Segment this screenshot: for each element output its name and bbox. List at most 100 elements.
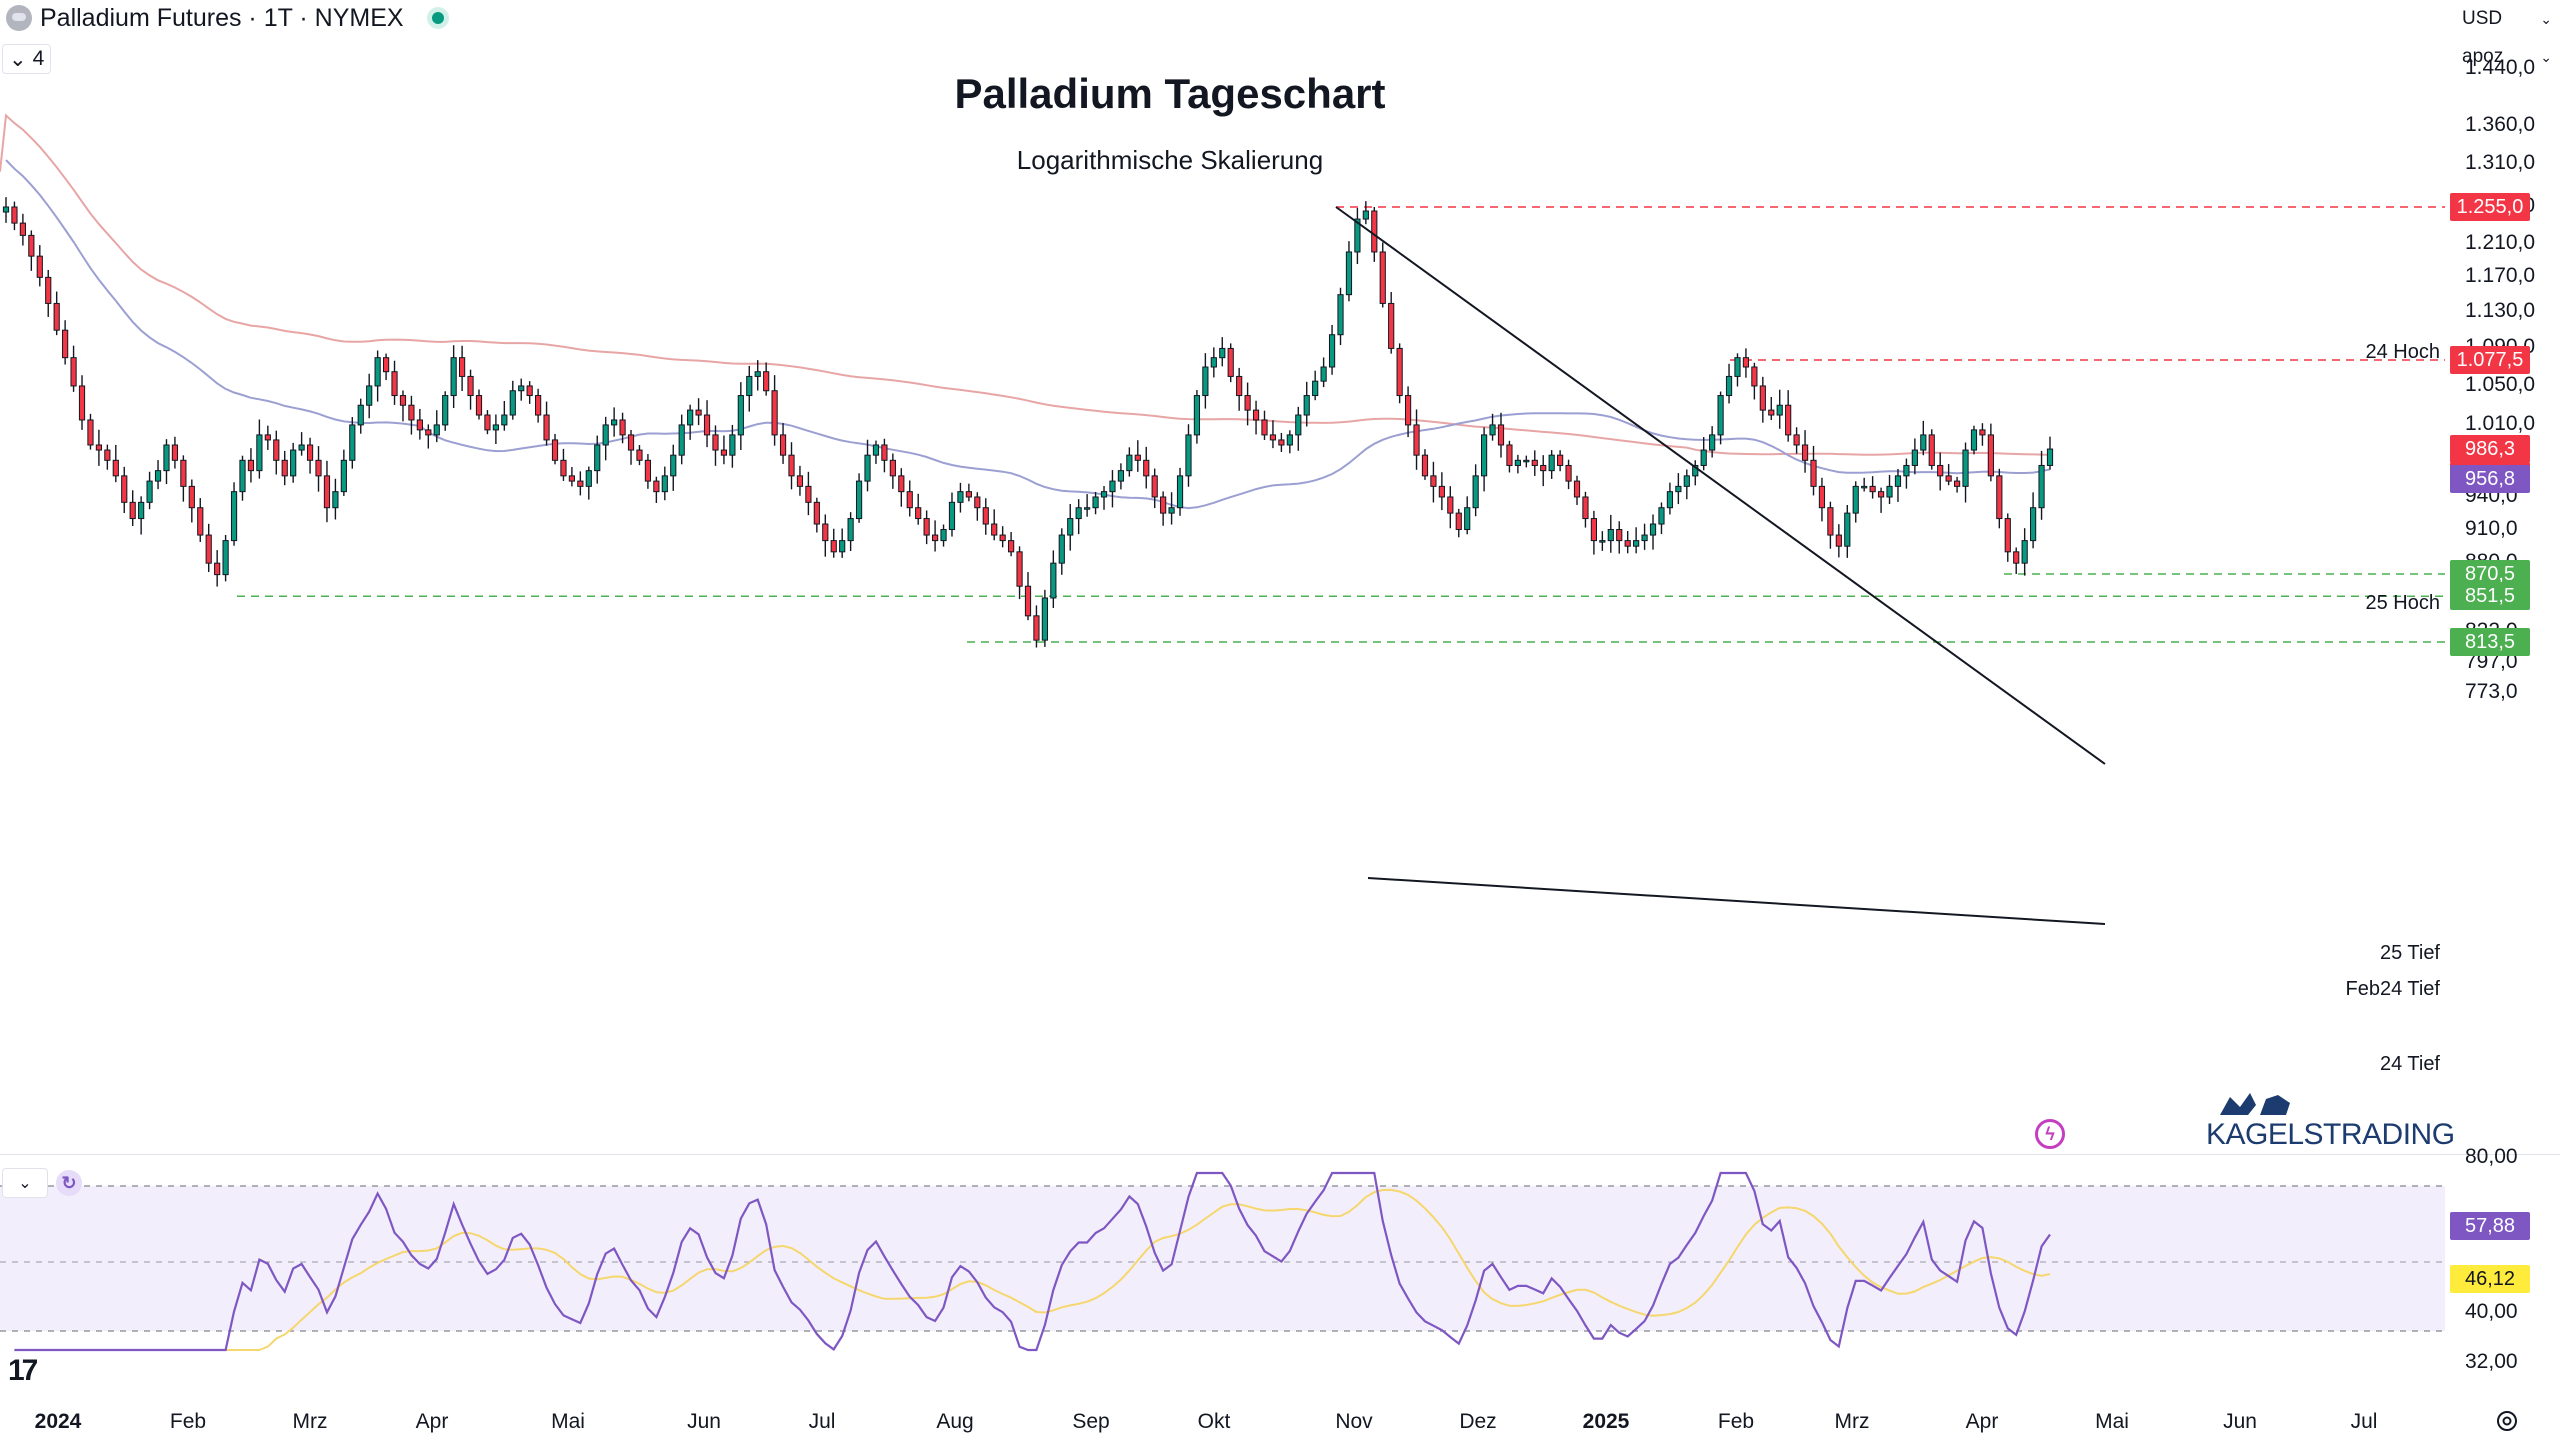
candle <box>492 414 499 445</box>
candle <box>594 435 601 484</box>
candle <box>627 429 635 465</box>
trendlines[interactable] <box>1335 206 2106 925</box>
candle <box>1295 406 1302 451</box>
candle <box>1067 503 1074 551</box>
candle <box>923 510 930 545</box>
tradingview-logo[interactable]: 17 <box>8 1354 38 1387</box>
scale-mode-select[interactable]: apoz ⌄ <box>2456 40 2560 74</box>
pane-divider[interactable] <box>0 1154 2560 1155</box>
candle <box>1776 389 1783 429</box>
rsi-line <box>14 1171 2051 1352</box>
candle <box>1328 324 1336 375</box>
candle <box>1514 454 1521 474</box>
candle <box>695 398 702 426</box>
candle <box>805 471 812 516</box>
candle <box>1734 353 1741 387</box>
candle <box>1886 474 1893 505</box>
candle <box>281 450 288 486</box>
candle <box>1557 450 1564 472</box>
candle <box>1953 476 1961 493</box>
candle <box>1844 504 1851 558</box>
time-tick: 2025 <box>1582 1410 1630 1433</box>
candle <box>1143 446 1150 489</box>
time-tick: Nov <box>1335 1410 1373 1433</box>
candle <box>1337 287 1344 346</box>
price-tick: 1.050,0 <box>2465 372 2536 396</box>
candle <box>197 498 204 542</box>
upper-trendline[interactable] <box>1335 206 2106 765</box>
candle <box>763 362 770 396</box>
time-tick: Aug <box>936 1410 974 1433</box>
indicators-collapse-button[interactable]: ⌄ 4 <box>2 44 52 74</box>
candle <box>855 473 863 523</box>
candle <box>1599 531 1606 551</box>
candle <box>45 269 52 317</box>
label-25-high: 25 Hoch <box>2365 592 2441 614</box>
candle <box>1202 353 1209 409</box>
candle <box>222 534 229 582</box>
symbol-title[interactable]: Palladium Futures · 1T · NYMEX <box>40 3 404 32</box>
candle <box>19 213 26 246</box>
candle <box>2021 528 2028 576</box>
candle <box>965 483 972 502</box>
candle <box>323 460 331 523</box>
candle <box>551 433 559 465</box>
candle <box>889 453 896 489</box>
chevron-down-icon: ⌄ <box>9 47 27 71</box>
candle <box>1911 438 1918 475</box>
candle <box>239 455 246 501</box>
time-tick: Jul <box>2350 1410 2378 1433</box>
candle <box>1396 343 1403 404</box>
candle <box>872 440 880 464</box>
candle <box>1894 468 1902 502</box>
candle <box>2038 450 2045 520</box>
candle <box>1312 370 1319 401</box>
candle <box>518 378 525 401</box>
price-tick: 1.170,0 <box>2465 264 2536 288</box>
candle <box>129 490 136 526</box>
time-axis[interactable]: 2024 Feb Mrz Apr Mai Jun Jul Aug Sep Okt Nov Dez 202… <box>0 1390 2445 1441</box>
candle <box>1219 337 1226 367</box>
candlestick-series <box>2 197 2054 648</box>
candle <box>1683 469 1690 500</box>
candle <box>95 429 103 466</box>
candle <box>678 414 685 465</box>
candle <box>1523 455 1530 468</box>
gear-icon[interactable] <box>2494 1408 2520 1434</box>
currency-select[interactable]: USD ⌄ <box>2456 2 2560 36</box>
candle <box>1016 546 1023 600</box>
candle <box>1590 510 1598 555</box>
candle <box>1489 413 1496 441</box>
candle <box>585 466 592 500</box>
price-tick: 1.440,0 <box>2465 56 2536 80</box>
lower-trendline[interactable] <box>1367 877 2106 925</box>
price-axis[interactable]: 1.440,0 1.360,0 1.310,0 1.255,0 1.210,0 1.170… <box>2445 0 2560 1150</box>
price-chart[interactable] <box>0 0 2445 1150</box>
time-tick: Feb <box>169 1410 207 1433</box>
candle <box>796 465 804 496</box>
candle <box>1447 486 1454 529</box>
lightning-icon[interactable]: ϟ <box>2035 1119 2065 1149</box>
refresh-icon[interactable]: ↻ <box>56 1170 82 1196</box>
candle <box>62 320 69 365</box>
candle <box>1084 494 1091 517</box>
rsi-axis[interactable]: 80,00 40,00 32,00 57,88 46,12 <box>2445 1145 2560 1385</box>
candle <box>2046 436 2054 470</box>
candle <box>653 476 660 503</box>
rsi-value-badge: 57,88 <box>2450 1212 2530 1240</box>
candle <box>999 526 1006 548</box>
rsi-pane[interactable] <box>0 1155 2445 1385</box>
level-lines <box>237 206 2445 643</box>
candle <box>1430 461 1437 503</box>
candle <box>382 353 390 381</box>
candle <box>1852 481 1859 523</box>
price-badge-high24: 1.255,0 <box>2450 193 2530 221</box>
candle <box>1616 521 1623 554</box>
scale-mode-value: apoz <box>2462 46 2504 67</box>
candle <box>703 400 711 448</box>
candle <box>1751 362 1758 400</box>
label-25-low: 25 Tief <box>2379 942 2440 964</box>
candle <box>1624 531 1631 554</box>
rsi-collapse-button[interactable]: ⌄ <box>2 1168 48 1198</box>
candle <box>1768 396 1775 421</box>
